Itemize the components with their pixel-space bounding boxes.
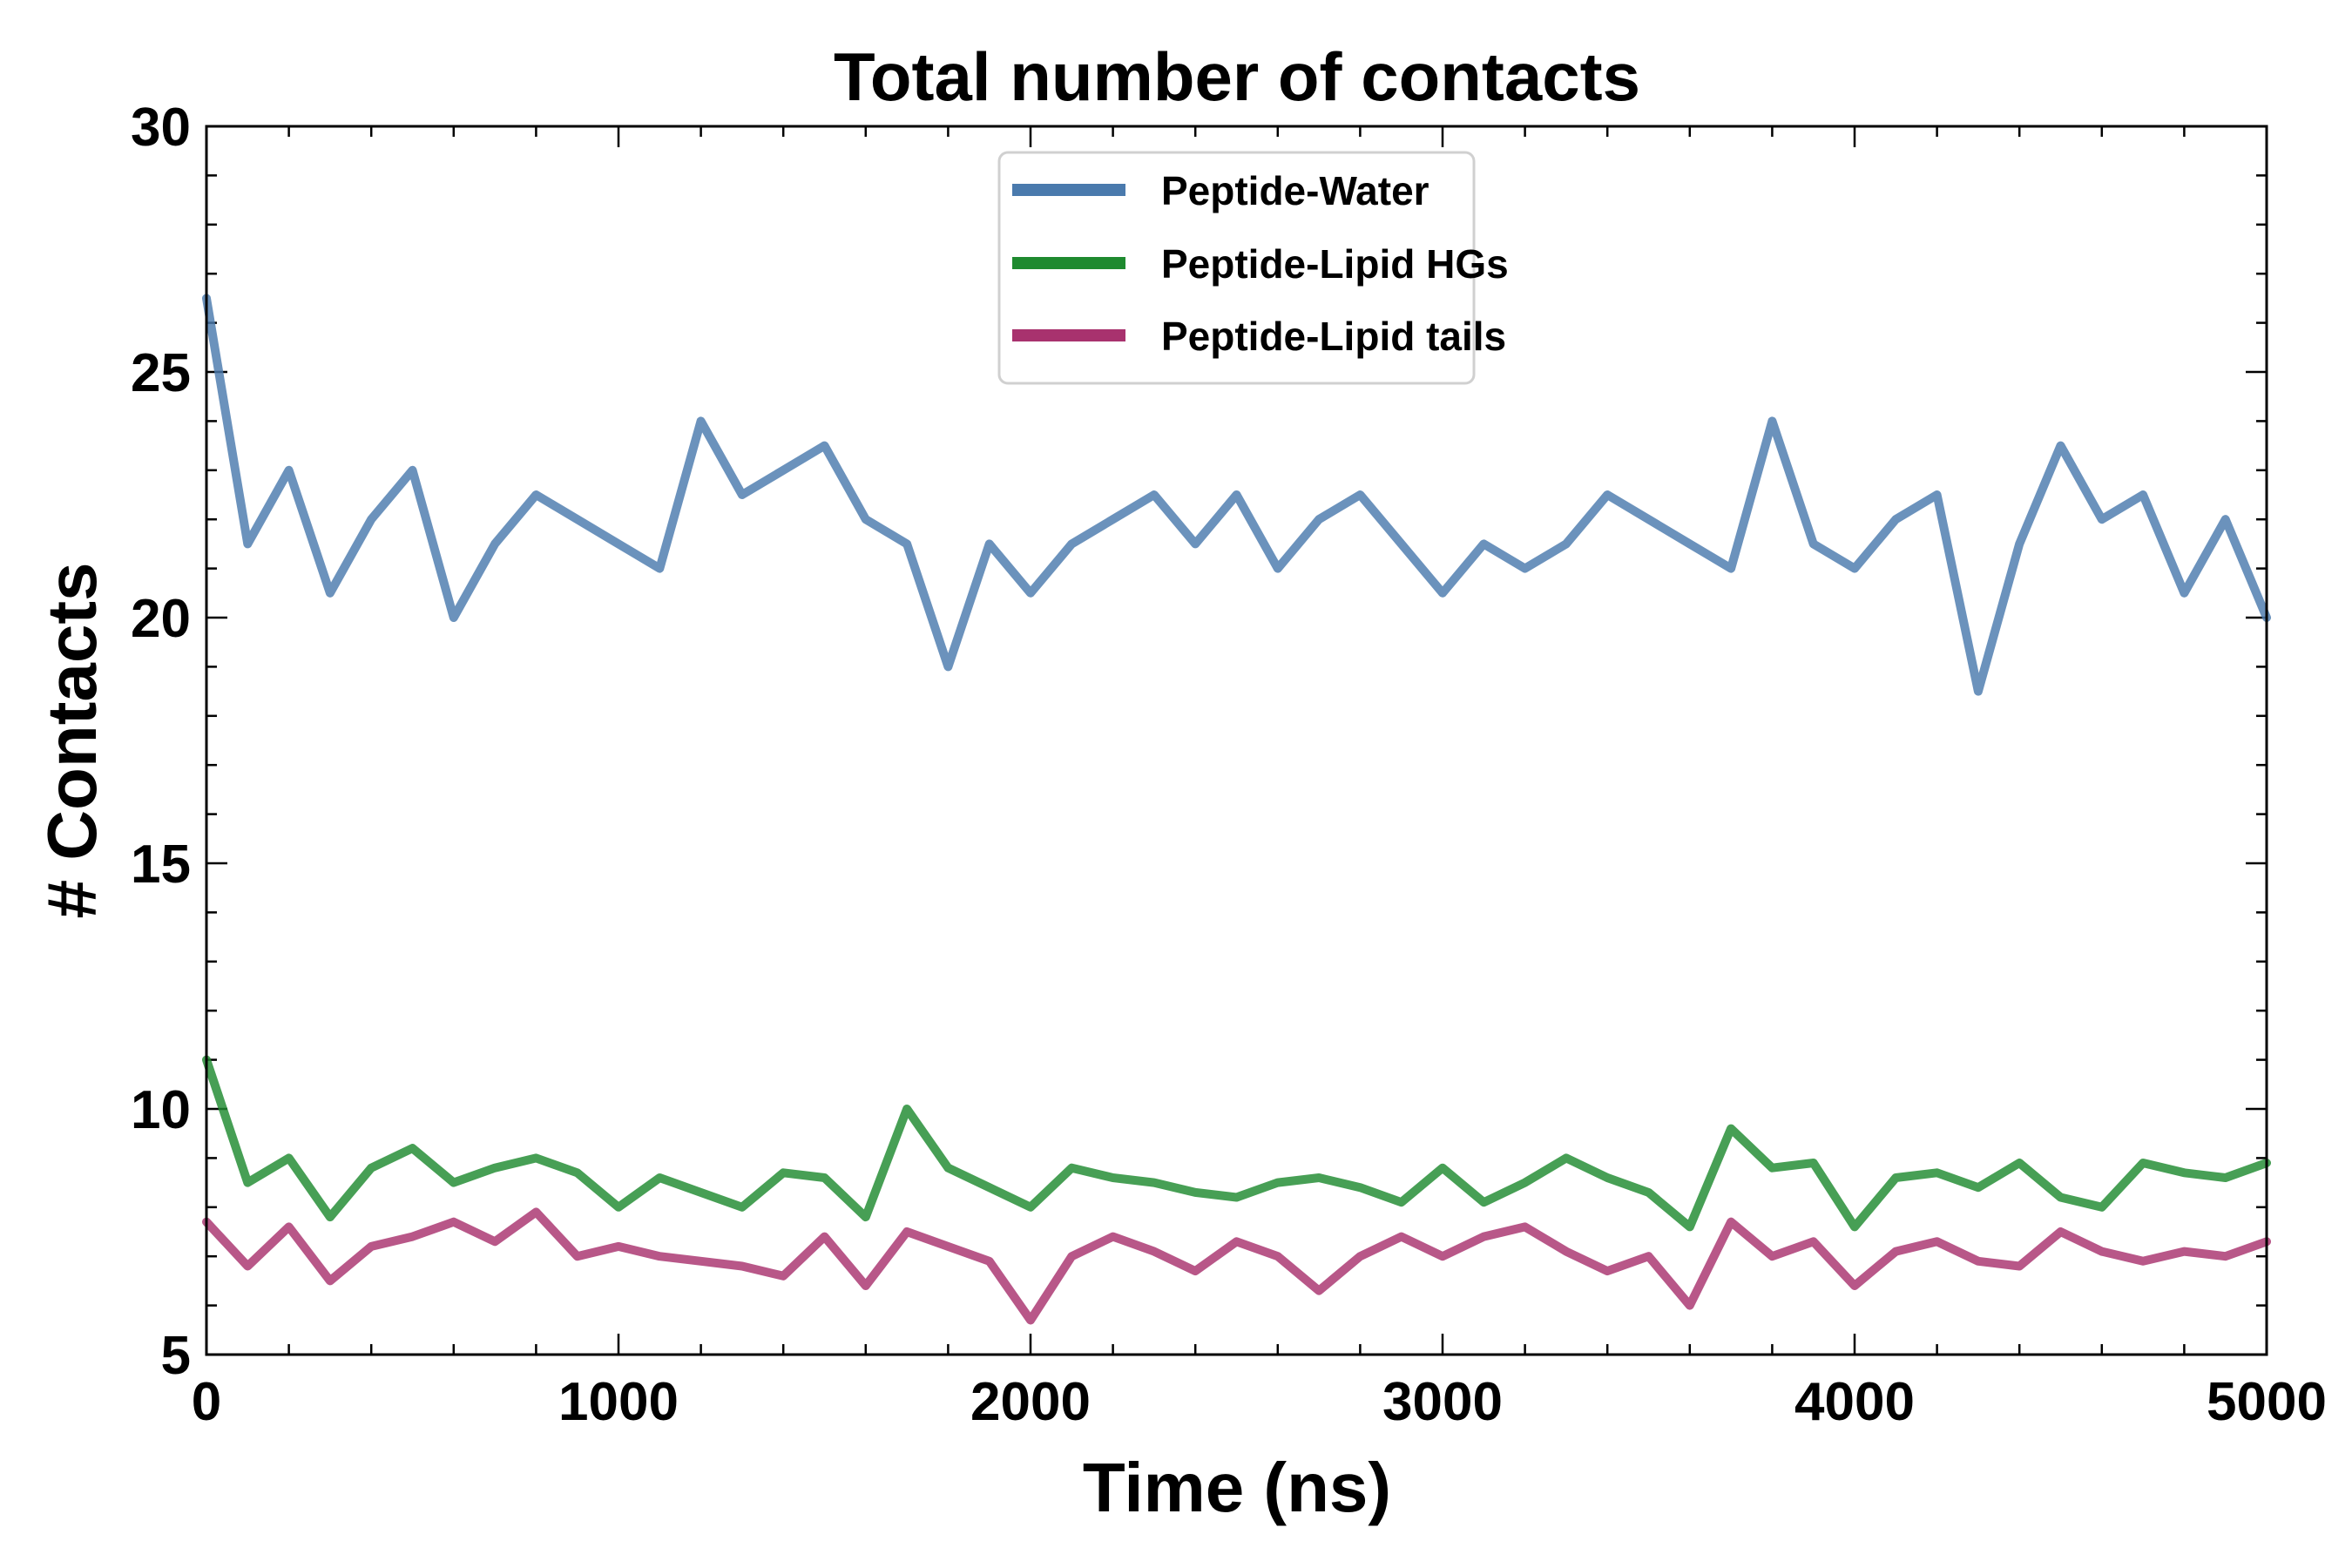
x-tick-label: 1000 — [558, 1372, 679, 1432]
x-tick-label: 3000 — [1382, 1372, 1503, 1432]
series-line-peptide-water — [202, 294, 2271, 696]
series-line-peptide-lipid-tails — [202, 1207, 2271, 1325]
plot-frame — [205, 125, 2268, 1356]
x-tick-label: 4000 — [1794, 1372, 1915, 1432]
y-tick-label: 30 — [131, 98, 191, 158]
legend-label-peptide-lipid-hgs: Peptide-Lipid HGs — [1161, 241, 1509, 287]
y-tick-label: 5 — [161, 1326, 191, 1386]
x-tick-label: 2000 — [970, 1372, 1091, 1432]
x-tick-label: 0 — [192, 1372, 221, 1432]
legend-label-peptide-lipid-tails: Peptide-Lipid tails — [1161, 314, 1506, 359]
y-tick-label: 10 — [131, 1080, 191, 1140]
chart-title: Total number of contacts — [834, 38, 1640, 115]
x-tick-label: 5000 — [2207, 1372, 2327, 1432]
y-tick-label: 15 — [131, 835, 191, 895]
y-axis-label: # Contacts — [33, 563, 111, 919]
legend: Peptide-Water Peptide-Lipid HGs Peptide-… — [997, 151, 1509, 385]
legend-box — [997, 151, 1476, 385]
axis-ticks — [205, 125, 2268, 1356]
y-tick-label: 25 — [131, 343, 191, 403]
series-line-peptide-lipid-hgs — [202, 1055, 2271, 1232]
y-tick-label: 20 — [131, 589, 191, 649]
x-axis-label: Time (ns) — [1083, 1449, 1391, 1526]
tick-labels: 0 1000 2000 3000 4000 5000 5 10 15 20 25 30 — [131, 98, 2327, 1432]
legend-label-peptide-water: Peptide-Water — [1161, 168, 1429, 213]
series-layer — [202, 294, 2271, 1325]
